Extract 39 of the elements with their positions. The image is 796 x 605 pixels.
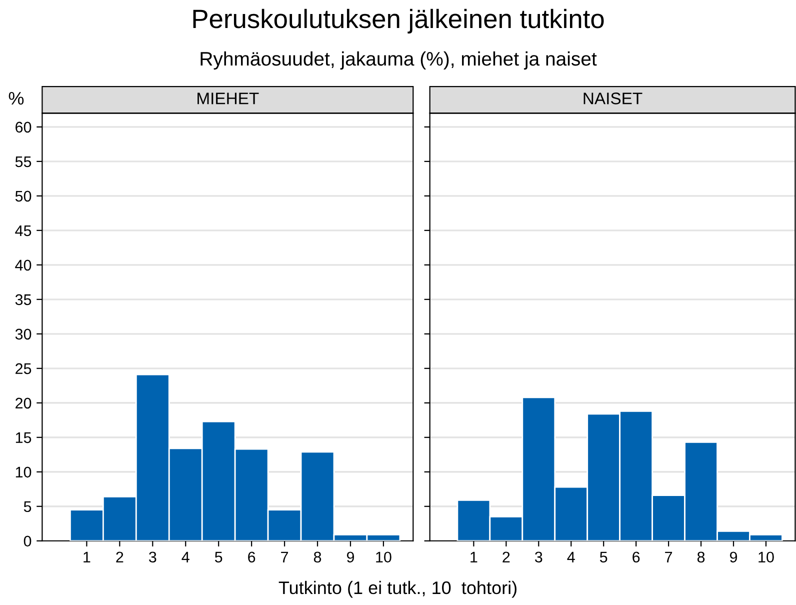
y-tick-label: 55 [15,156,32,168]
text: Peruskoulutuksen jälkeinen tutkinto [193,8,604,34]
y-tick-label: 50 [15,190,32,202]
y-tick-label: 10 [16,466,32,478]
x-tick-label: 9 [730,552,738,563]
x-tick-label: 5 [214,552,222,563]
y-tick-label: 45 [15,225,32,236]
y-tick-label: 25 [16,363,32,374]
x-tick-label: 10 [758,552,774,563]
y-axis-title: % [8,92,24,105]
y-tick-label: 0 [24,536,32,547]
y-tick-label: 30 [15,328,32,340]
x-tick-label: 6 [248,552,256,563]
chart-title: MIEHET [198,92,259,104]
y-tick-label: 40 [15,260,32,271]
x-tick-label: 3 [148,552,156,563]
x-tick-label: 7 [281,552,288,562]
x-tick-label: 6 [632,552,640,563]
y-tick-label: 60 [16,122,32,133]
x-tick-label: 8 [697,552,705,563]
y-tick-label: 15 [16,432,32,444]
x-tick-label: 1 [84,552,90,562]
x-tick-label: 8 [314,552,322,563]
x-tick-label: 10 [376,552,392,563]
x-tick-label: 7 [665,552,672,562]
x-tick-label: 4 [567,552,575,562]
x-tick-label: 3 [534,552,542,563]
x-tick-label: 2 [116,552,124,562]
text: Ryhmäosuudet, jakauma (%), miehet ja naiset [200,51,597,70]
chart-title: NAISET [584,92,642,104]
y-tick-label: 35 [15,294,32,306]
x-tick-label: 2 [502,552,510,562]
x-tick-label: 9 [346,552,354,563]
y-tick-label: 5 [24,501,32,512]
x-axis-title: Tutkinto (1 ei tutk., 10 tohtori) [278,580,516,598]
x-tick-label: 5 [600,552,608,563]
y-tick-label: 20 [16,398,32,409]
x-tick-label: 4 [182,552,190,562]
x-tick-label: 1 [470,552,478,562]
